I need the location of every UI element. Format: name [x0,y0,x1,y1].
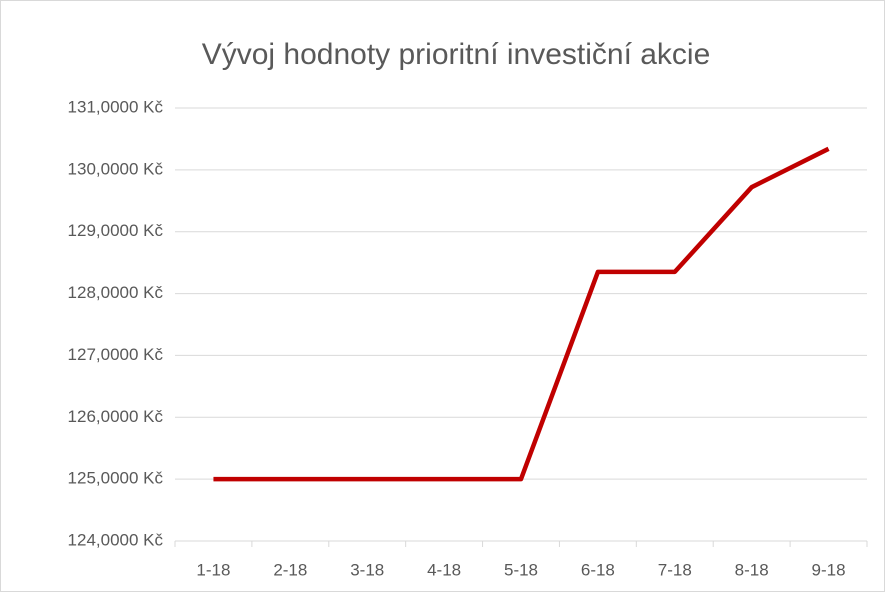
x-tick-label: 2-18 [273,560,307,579]
y-tick-label: 126,0000 Kč [68,407,164,426]
y-tick-label: 130,0000 Kč [68,159,164,178]
x-tick-label: 6-18 [581,560,615,579]
x-tick-label: 4-18 [427,560,461,579]
x-tick-label: 9-18 [812,560,846,579]
y-tick-label: 131,0000 Kč [68,97,164,116]
x-tick-label: 8-18 [735,560,769,579]
x-tick-label: 7-18 [658,560,692,579]
data-line [213,146,830,482]
y-tick-label: 129,0000 Kč [68,221,164,240]
y-tick-label: 128,0000 Kč [68,283,164,302]
x-tick-label: 1-18 [196,560,230,579]
x-tick-label: 3-18 [350,560,384,579]
chart-title: Vývoj hodnoty prioritní investiční akcie [202,38,711,71]
y-tick-label: 124,0000 Kč [68,530,164,549]
y-tick-label: 127,0000 Kč [68,345,164,364]
y-tick-label: 125,0000 Kč [68,469,164,488]
x-tick-label: 5-18 [504,560,538,579]
